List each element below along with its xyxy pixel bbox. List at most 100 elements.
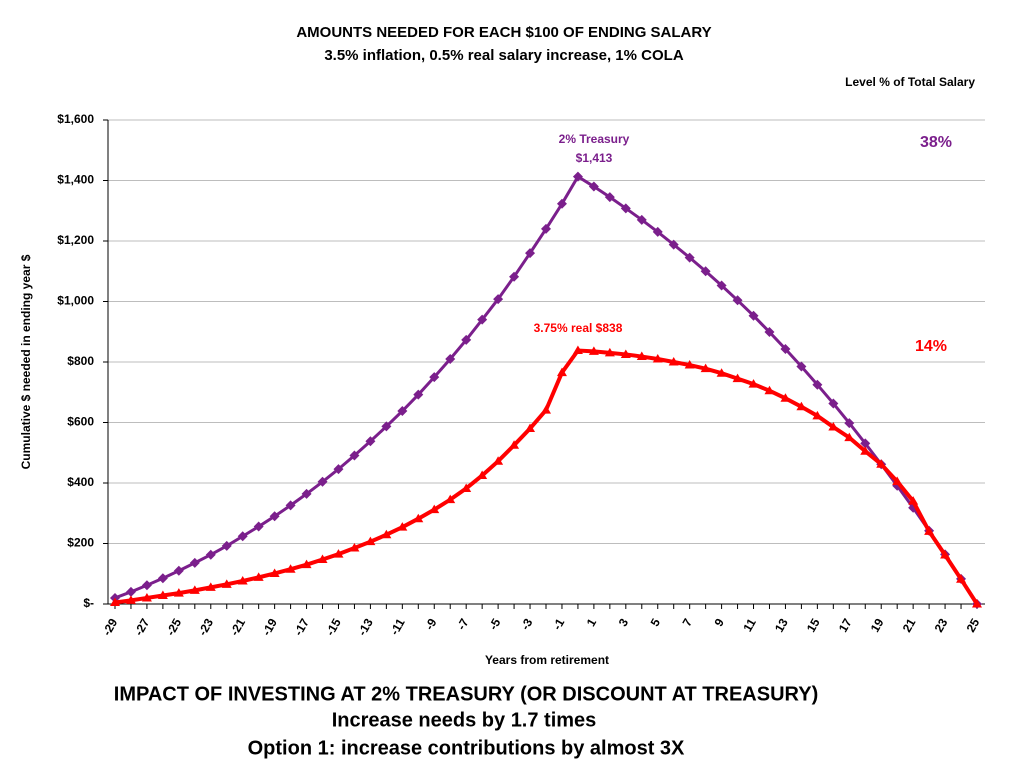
x-tick-label: 15 bbox=[804, 616, 823, 635]
marker bbox=[764, 385, 775, 395]
marker bbox=[572, 345, 583, 355]
marker bbox=[285, 564, 296, 573]
marker bbox=[509, 271, 520, 282]
chart-subtitle: 3.5% inflation, 0.5% real salary increas… bbox=[324, 47, 683, 64]
annotation: 3.75% real $838 bbox=[534, 321, 623, 335]
marker bbox=[844, 432, 855, 442]
marker bbox=[317, 554, 328, 564]
marker bbox=[221, 579, 232, 588]
marker bbox=[509, 440, 520, 449]
marker bbox=[269, 568, 280, 577]
marker bbox=[173, 588, 184, 597]
x-tick-label: 17 bbox=[836, 616, 855, 635]
marker bbox=[796, 401, 807, 411]
marker bbox=[349, 543, 360, 552]
marker bbox=[860, 446, 871, 455]
x-tick-label: -15 bbox=[323, 616, 344, 638]
x-tick-label: 1 bbox=[584, 616, 600, 629]
x-tick-label: -1 bbox=[550, 616, 568, 633]
marker bbox=[588, 346, 599, 355]
x-tick-label: -17 bbox=[291, 616, 312, 638]
marker bbox=[301, 559, 312, 569]
marker bbox=[732, 373, 743, 383]
marker bbox=[684, 252, 695, 263]
marker bbox=[525, 423, 536, 433]
marker bbox=[253, 572, 264, 581]
x-tick-label: -27 bbox=[131, 616, 152, 638]
marker bbox=[157, 573, 168, 584]
marker bbox=[333, 464, 344, 475]
marker bbox=[493, 456, 504, 465]
marker bbox=[636, 351, 647, 361]
marker bbox=[317, 476, 328, 487]
y-tick-label: $1,200 bbox=[57, 233, 94, 247]
note: IMPACT OF INVESTING AT 2% TREASURY (OR D… bbox=[114, 683, 818, 705]
marker bbox=[525, 248, 536, 259]
x-tick-label: -9 bbox=[422, 616, 440, 633]
marker bbox=[349, 450, 360, 461]
marker bbox=[828, 422, 839, 431]
marker bbox=[748, 310, 759, 321]
legend-title: Level % of Total Salary bbox=[845, 75, 975, 89]
marker bbox=[189, 585, 200, 594]
marker bbox=[189, 557, 200, 568]
marker bbox=[620, 349, 631, 358]
marker bbox=[237, 531, 248, 542]
marker bbox=[413, 389, 424, 400]
marker bbox=[892, 476, 903, 485]
marker bbox=[652, 226, 663, 237]
x-tick-label: 3 bbox=[616, 616, 632, 629]
marker bbox=[684, 360, 695, 369]
marker bbox=[924, 526, 935, 535]
x-tick-label: -25 bbox=[163, 616, 184, 638]
x-tick-label: 7 bbox=[680, 616, 696, 629]
marker bbox=[972, 599, 982, 608]
marker bbox=[477, 314, 488, 325]
marker bbox=[205, 549, 216, 560]
marker bbox=[141, 580, 152, 591]
marker bbox=[764, 327, 775, 338]
x-tick-label: 9 bbox=[711, 616, 727, 629]
x-tick-label: 11 bbox=[740, 616, 759, 634]
marker bbox=[381, 529, 392, 539]
marker bbox=[716, 368, 727, 377]
marker bbox=[125, 595, 136, 604]
marker bbox=[381, 421, 392, 432]
marker bbox=[110, 597, 120, 606]
x-tick-label: 19 bbox=[868, 616, 887, 635]
marker bbox=[429, 504, 440, 514]
x-tick-label: 25 bbox=[964, 616, 983, 635]
y-tick-label: $1,400 bbox=[57, 173, 94, 187]
marker bbox=[253, 521, 264, 532]
marker bbox=[445, 494, 456, 504]
marker bbox=[828, 398, 839, 409]
marker bbox=[477, 470, 488, 479]
series-line bbox=[114, 348, 979, 606]
marker bbox=[668, 239, 679, 250]
marker bbox=[812, 379, 823, 390]
marker bbox=[604, 192, 615, 203]
marker bbox=[588, 181, 599, 192]
marker bbox=[604, 347, 615, 357]
marker bbox=[365, 536, 376, 546]
marker bbox=[780, 343, 791, 354]
chart-title: AMOUNTS NEEDED FOR EACH $100 OF ENDING S… bbox=[296, 24, 711, 41]
y-tick-label: $800 bbox=[67, 354, 94, 368]
y-tick-label: $400 bbox=[67, 475, 94, 489]
annotation: 38% bbox=[920, 134, 952, 151]
marker bbox=[541, 405, 551, 414]
y-tick-label: $200 bbox=[67, 536, 94, 550]
marker bbox=[732, 295, 743, 306]
marker bbox=[493, 294, 504, 305]
marker bbox=[556, 367, 567, 377]
marker bbox=[780, 393, 791, 402]
x-tick-label: -21 bbox=[227, 616, 248, 638]
marker bbox=[652, 353, 663, 363]
marker bbox=[461, 334, 472, 345]
x-tick-label: -11 bbox=[387, 616, 408, 638]
x-tick-label: -5 bbox=[486, 616, 504, 633]
x-tick-label: -13 bbox=[355, 616, 376, 638]
marker bbox=[429, 372, 440, 383]
marker bbox=[940, 549, 951, 559]
